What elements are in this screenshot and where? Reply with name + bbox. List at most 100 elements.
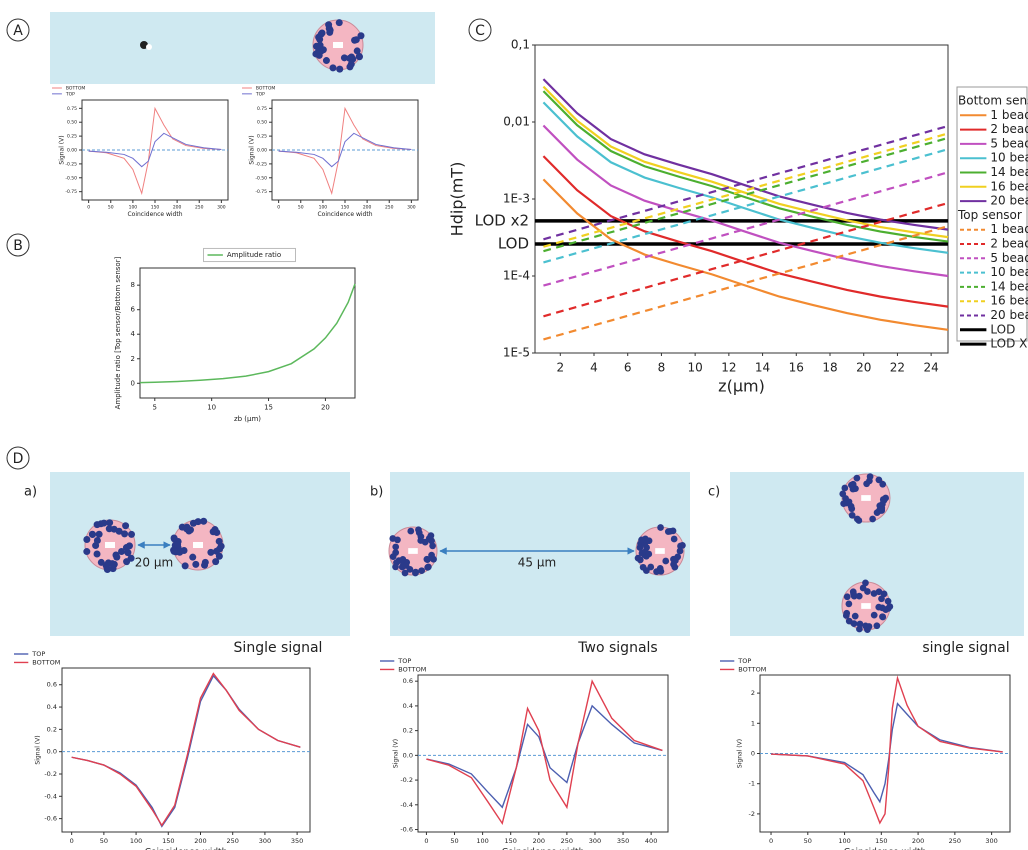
- y-tick-label: -0.75: [65, 189, 77, 195]
- y-tick-label: 2: [131, 355, 135, 363]
- y-tick-label: -0.50: [255, 175, 267, 181]
- legend-label: BOTTOM: [32, 658, 60, 666]
- legend-label: 16 beads: [990, 179, 1028, 193]
- y-tick-label: 0.2: [47, 725, 57, 733]
- bead-dot: [645, 537, 653, 545]
- bead-dot: [428, 537, 435, 545]
- x-tick-label: 20: [321, 404, 330, 412]
- legend-label: LOD: [990, 322, 1015, 336]
- legend-group-title: Top sensor: [957, 208, 1022, 222]
- bead-dot: [215, 537, 223, 545]
- series-line: [542, 78, 949, 231]
- bead-dot: [315, 47, 323, 55]
- bead-dot: [636, 544, 644, 551]
- series-line: [770, 675, 1003, 825]
- x-tick-label: 150: [162, 837, 174, 845]
- x-tick-label: 15: [264, 404, 273, 412]
- x-axis-label: z(µm): [718, 377, 765, 396]
- bead-dot: [657, 567, 665, 575]
- x-tick-label: 300: [217, 204, 226, 210]
- particle: [146, 44, 152, 50]
- series-line: [426, 679, 663, 826]
- bead-dot: [863, 480, 870, 488]
- bead-dot: [878, 506, 886, 514]
- bead-dot: [886, 603, 894, 610]
- bead-dot: [92, 542, 100, 550]
- x-tick-label: 0: [277, 204, 280, 210]
- legend-label: 10 beads: [990, 151, 1028, 165]
- legend-label: 1 bead: [990, 222, 1028, 236]
- panel-label: A: [13, 23, 23, 39]
- x-tick-label: 200: [173, 204, 182, 210]
- bead-dot: [845, 600, 853, 608]
- x-tick-label: 250: [385, 204, 394, 210]
- bead-dot: [213, 547, 221, 555]
- y-tick-label: -0.25: [255, 161, 267, 167]
- x-tick-label: 100: [476, 837, 488, 845]
- chart: 0 50 100 150 200 250 300 350 -0.6 -0.4 -0.2 0.0 0.2 0…: [14, 640, 322, 850]
- bead-dot: [839, 490, 847, 498]
- y-tick-label: 0.50: [67, 120, 77, 126]
- bead-dot: [843, 593, 851, 601]
- x-tick-label: 50: [450, 837, 458, 845]
- y-tick-label: 0.6: [47, 681, 57, 689]
- legend-label: 20 beads: [990, 308, 1028, 322]
- bead-dot: [636, 556, 644, 564]
- y-tick-label: 1E-5: [503, 346, 530, 360]
- x-axis-label: Coincidence width: [317, 211, 372, 218]
- x-tick-label: 0: [424, 837, 428, 845]
- bead-dot: [879, 480, 887, 488]
- bead-dot: [402, 562, 410, 569]
- x-tick-label: 24: [924, 361, 939, 375]
- bead-dot: [352, 36, 360, 44]
- bead-dot: [679, 541, 686, 549]
- x-tick-label: 0: [70, 837, 74, 845]
- bead-dot: [110, 525, 118, 533]
- y-axis-label: Signal (V): [249, 135, 256, 164]
- series-line: [542, 155, 949, 308]
- series-line: [542, 124, 949, 278]
- series-line: [278, 132, 412, 168]
- series-line: [139, 283, 356, 384]
- x-tick-label: 6: [624, 361, 632, 375]
- chart: 0 50 100 150 200 250 300 -2 -1 0 1 2 single signal Co…: [720, 640, 1011, 850]
- distance-label: 45 µm: [518, 556, 556, 570]
- bead-dot: [325, 21, 333, 29]
- bead-dot: [848, 505, 856, 513]
- y-tick-label: 0.0: [47, 748, 57, 756]
- y-tick-label: 8: [131, 281, 135, 289]
- bead-dot: [430, 555, 437, 563]
- bead-dot: [100, 519, 108, 527]
- bead-dot: [850, 592, 858, 600]
- x-tick-label: 350: [617, 837, 629, 845]
- bead-dot: [851, 612, 859, 620]
- bead-dot: [676, 547, 684, 555]
- bead-dot: [189, 553, 197, 561]
- y-axis-label: Signal (V): [35, 735, 42, 764]
- bead-dot: [389, 535, 397, 542]
- y-tick-label: 0: [131, 379, 135, 387]
- legend-label: TOP: [31, 650, 45, 658]
- reference-label: LOD x2: [475, 211, 529, 229]
- legend-label: Amplitude ratio: [227, 251, 281, 259]
- bead-dot: [862, 579, 869, 587]
- series-line: [543, 148, 949, 264]
- chart-title: single signal: [922, 640, 1009, 656]
- legend-label: 5 beads: [990, 251, 1028, 265]
- y-tick-label: -2: [749, 810, 755, 818]
- bead-dot: [318, 29, 326, 37]
- bead-dot: [322, 57, 330, 65]
- x-tick-label: 100: [319, 204, 328, 210]
- x-tick-label: 50: [298, 204, 304, 210]
- legend-label: 14 beads: [990, 165, 1028, 179]
- x-tick-label: 250: [226, 837, 238, 845]
- series-line: [88, 106, 222, 196]
- x-tick-label: 300: [407, 204, 416, 210]
- y-tick-label: 0.2: [403, 727, 413, 735]
- bead-dot: [672, 557, 679, 564]
- bead-tag: [861, 495, 871, 501]
- bead-tag: [408, 548, 418, 554]
- bead-dot: [842, 612, 850, 619]
- x-axis-label: Coincidence width: [502, 847, 585, 850]
